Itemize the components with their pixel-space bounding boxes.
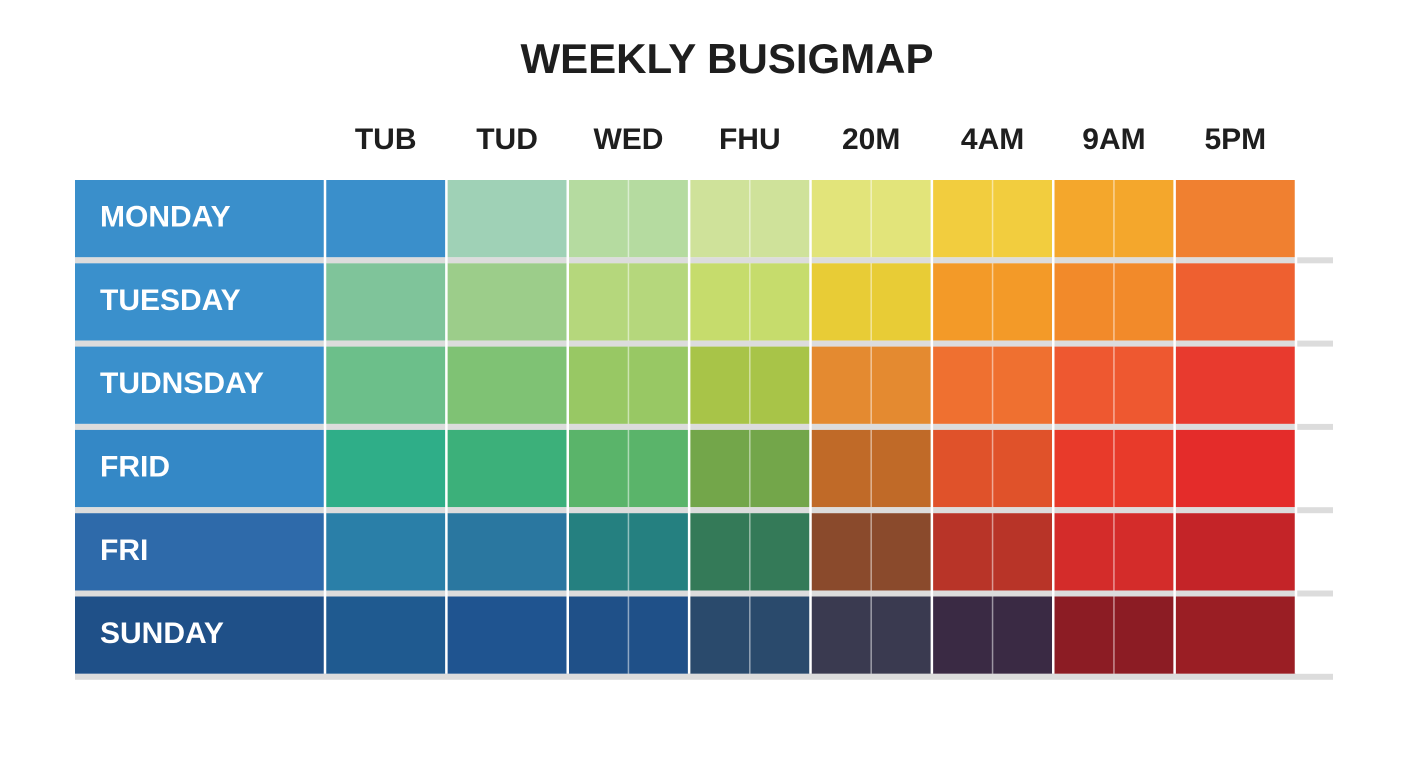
row-label-cell bbox=[75, 263, 325, 341]
cell bbox=[446, 346, 568, 424]
cell bbox=[1174, 429, 1296, 508]
row-label-cell bbox=[75, 513, 325, 591]
cell bbox=[325, 429, 447, 508]
cell bbox=[446, 180, 568, 258]
cell bbox=[1174, 596, 1296, 674]
row-separator bbox=[75, 340, 1333, 347]
column-label: 9AM bbox=[1082, 123, 1145, 156]
row-label: TUESDAY bbox=[100, 284, 241, 317]
row-separator bbox=[75, 507, 1333, 514]
row-label: FRI bbox=[100, 534, 148, 567]
chart-title: WEEKLY BUSIGMAP bbox=[520, 35, 933, 82]
row-label: SUNDAY bbox=[100, 617, 224, 650]
row-label-cell bbox=[75, 429, 325, 508]
cell bbox=[325, 596, 447, 674]
column-label: 4AM bbox=[961, 123, 1024, 156]
row-label: FRID bbox=[100, 450, 170, 483]
row-label-cell bbox=[75, 180, 325, 258]
cell bbox=[1174, 346, 1296, 424]
cell bbox=[446, 596, 568, 674]
cell bbox=[325, 263, 447, 341]
cell bbox=[325, 180, 447, 258]
row-separator bbox=[75, 423, 1333, 430]
column-label: WED bbox=[593, 123, 663, 156]
column-label: 20M bbox=[842, 123, 900, 156]
cell bbox=[446, 263, 568, 341]
cell bbox=[446, 513, 568, 591]
row-label-cell bbox=[75, 596, 325, 674]
cell bbox=[325, 513, 447, 591]
row-separator bbox=[75, 590, 1333, 597]
cell bbox=[1174, 513, 1296, 591]
cell bbox=[325, 346, 447, 424]
row-label: MONDAY bbox=[100, 201, 231, 234]
cell bbox=[1174, 180, 1296, 258]
column-label: TUB bbox=[355, 123, 417, 156]
row-label: TUDNSDAY bbox=[100, 367, 264, 400]
cell bbox=[446, 429, 568, 508]
row-label-cell bbox=[75, 346, 325, 424]
column-label: TUD bbox=[476, 123, 538, 156]
column-label: FHU bbox=[719, 123, 781, 156]
row-separator bbox=[75, 257, 1333, 264]
row-separator bbox=[75, 673, 1333, 680]
column-label: 5PM bbox=[1204, 123, 1266, 156]
cell bbox=[1174, 263, 1296, 341]
